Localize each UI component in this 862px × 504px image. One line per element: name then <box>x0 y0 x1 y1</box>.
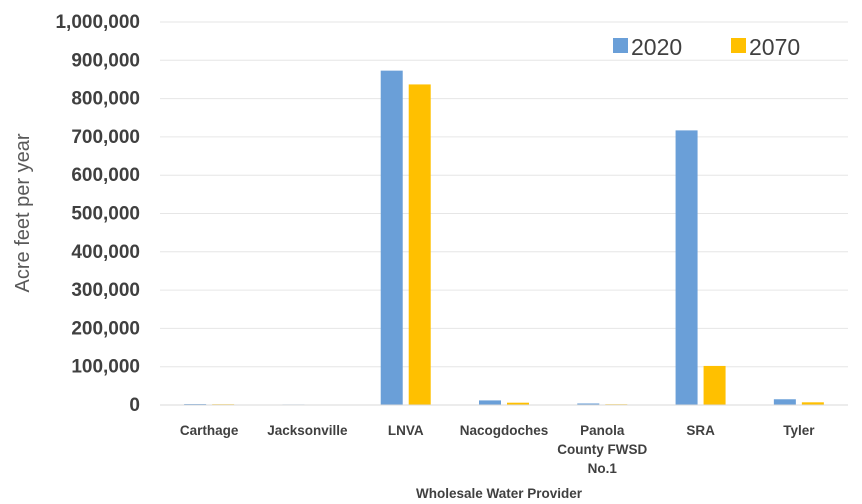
y-axis-ticks: 0 100,000 200,000 300,000 400,000 500,000 600,… <box>55 12 140 416</box>
y-tick-label: 1,000,000 <box>55 12 140 33</box>
y-tick-label: 300,000 <box>71 280 140 301</box>
bar-2070 <box>703 365 726 405</box>
y-tick-label: 800,000 <box>71 89 140 110</box>
legend-swatch <box>731 38 746 53</box>
y-tick-label: 200,000 <box>71 318 140 339</box>
bar-2020 <box>773 399 796 405</box>
legend: 2020 2070 <box>613 34 800 60</box>
x-tick-label: SRA <box>686 423 715 438</box>
gridlines <box>160 21 848 368</box>
x-tick-label: LNVA <box>388 423 424 438</box>
x-tick-label: Jacksonville <box>267 423 348 438</box>
x-axis-label: Wholesale Water Provider <box>416 486 583 501</box>
y-tick-label: 600,000 <box>71 165 140 186</box>
y-tick-label: 700,000 <box>71 127 140 148</box>
bar-2020 <box>675 130 698 405</box>
legend-label: 2070 <box>749 34 800 60</box>
bar-2070 <box>507 402 529 405</box>
x-axis-ticks: Carthage Jacksonville LNVA Nacogdoches Panol… <box>180 423 815 476</box>
bar-2020 <box>479 400 501 405</box>
bar-2070 <box>801 402 824 405</box>
y-tick-label: 500,000 <box>71 204 140 225</box>
y-tick-label: 0 <box>129 395 140 416</box>
x-tick-label: Carthage <box>180 423 239 438</box>
bar-2020 <box>577 403 600 405</box>
bar-2070 <box>408 84 431 405</box>
y-tick-label: 100,000 <box>71 357 140 378</box>
y-tick-label: 900,000 <box>71 50 140 71</box>
y-tick-label: 400,000 <box>71 242 140 263</box>
x-tick-label: Panola County FWSD No.1 <box>557 423 647 476</box>
y-axis-label: Acre feet per year <box>12 133 34 292</box>
x-tick-label: Tyler <box>783 423 815 438</box>
x-tick-label: Nacogdoches <box>460 423 549 438</box>
legend-label: 2020 <box>631 34 682 60</box>
legend-swatch <box>613 38 628 53</box>
bar-2020 <box>380 70 403 406</box>
bars <box>184 70 824 406</box>
